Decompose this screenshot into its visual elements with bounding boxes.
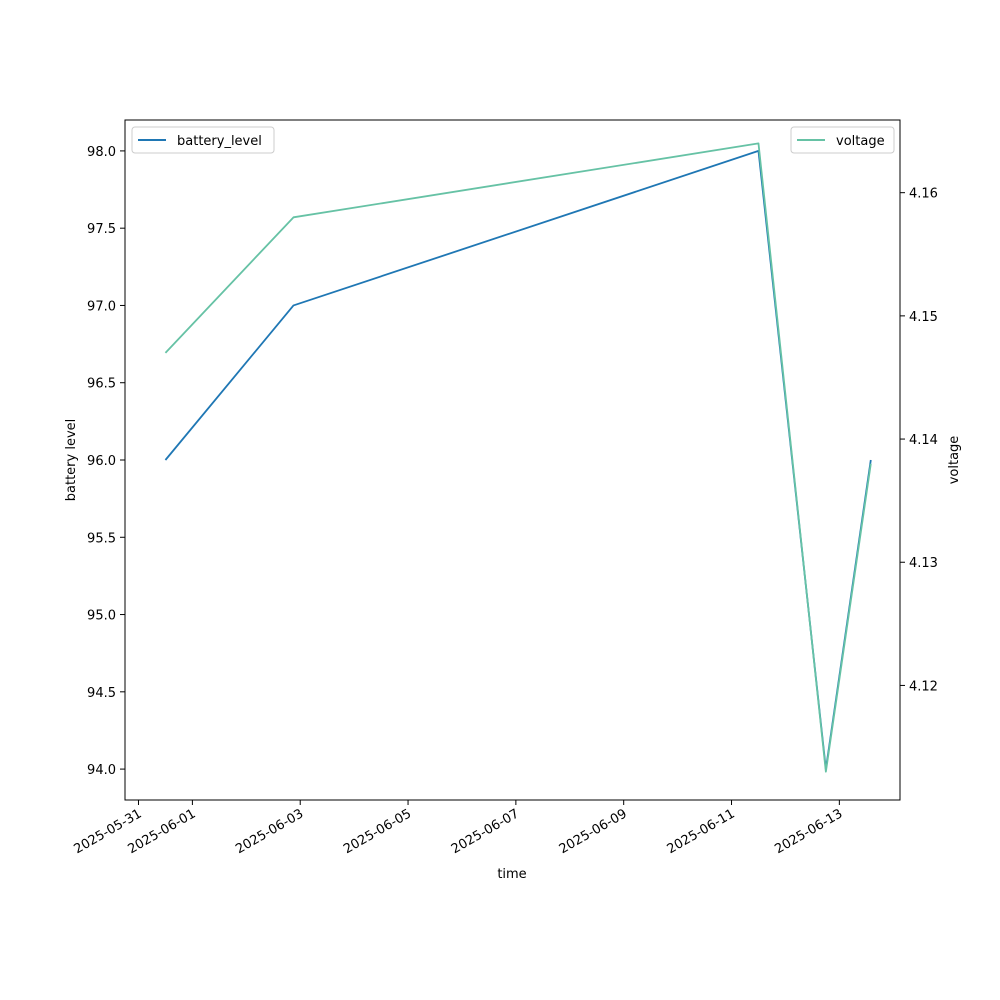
y2-tick-label: 4.15: [909, 310, 938, 325]
y-tick-label: 97.0: [87, 299, 116, 314]
y2-tick-label: 4.16: [909, 187, 938, 202]
y-tick-label: 96.0: [87, 454, 116, 469]
y-tick-label: 98.0: [87, 145, 116, 160]
y2-tick-label: 4.14: [909, 433, 938, 448]
legend-label-battery-level: battery_level: [177, 134, 262, 149]
legend-voltage: voltage: [790, 126, 895, 154]
y-tick-label: 95.0: [87, 609, 116, 624]
y-axis-title: battery level: [64, 419, 79, 502]
series-line-voltage: [164, 142, 872, 773]
legend-battery-level: battery_level: [131, 126, 275, 154]
y-tick-label: 97.5: [87, 222, 116, 237]
y-tick-label: 94.5: [87, 686, 116, 701]
y-axis-left: 94.0 94.5 95.0 95.5 96.0 96.5 97.0 97.5 98.0: [87, 145, 125, 778]
y-tick-label: 94.0: [87, 763, 116, 778]
y2-axis-title: voltage: [947, 436, 962, 485]
y-axis-right: 4.12 4.13 4.14 4.15 4.16: [900, 187, 938, 694]
y2-tick-label: 4.12: [909, 679, 938, 694]
legend-label-voltage: voltage: [836, 134, 885, 149]
plot-lines: [164, 142, 872, 773]
y-tick-label: 95.5: [87, 531, 116, 546]
y-tick-label: 96.5: [87, 377, 116, 392]
x-axis-title: time: [497, 867, 526, 882]
y2-tick-label: 4.13: [909, 556, 938, 571]
